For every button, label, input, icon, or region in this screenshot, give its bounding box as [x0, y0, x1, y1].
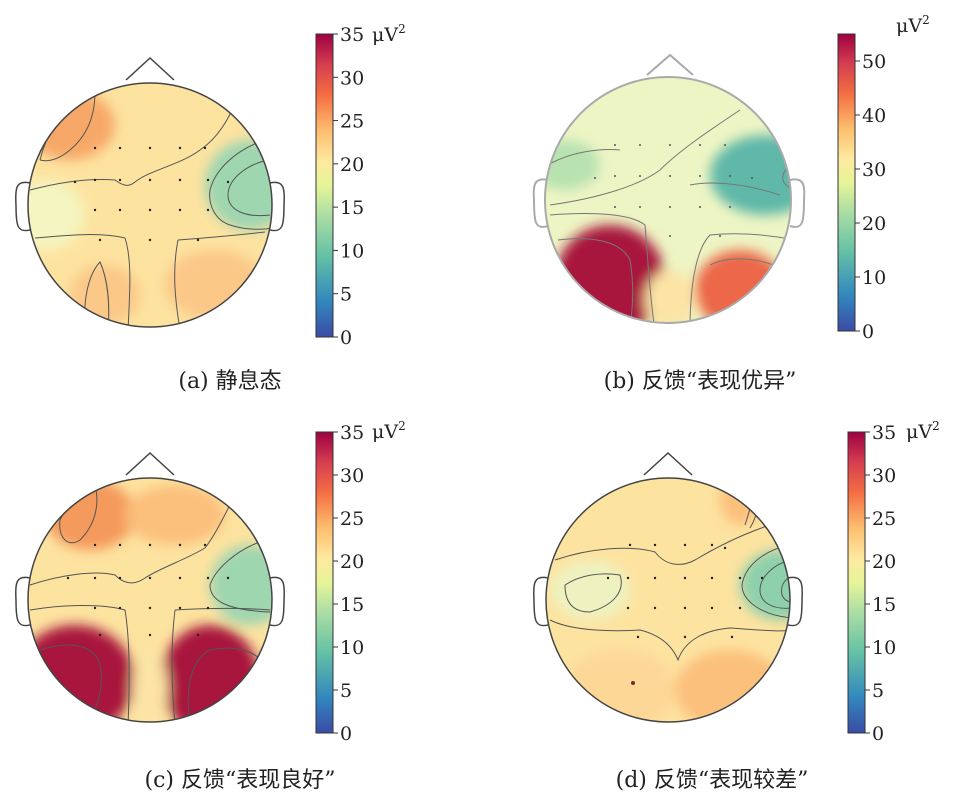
colorbar-gradient	[315, 431, 334, 734]
colorbar-tick-label: 30	[340, 465, 364, 487]
electrodes-c	[66, 543, 230, 637]
colorbar-tick-label: 5	[340, 284, 352, 306]
colorbar-tick-label: 25	[872, 508, 896, 530]
topomap-b	[545, 77, 791, 323]
colorbar-tick-label: 20	[340, 551, 364, 573]
colorbar-gradient	[847, 431, 866, 734]
panel-d: 0 5 10 15 20 25 30 35 μV2 (d) 反馈“表现较差”	[532, 419, 940, 793]
colorbar-gradient	[315, 33, 334, 338]
electrodes-b	[594, 144, 753, 237]
colorbar-tick-label: 0	[340, 723, 352, 745]
topomap-d	[546, 478, 790, 722]
colorbar-tick-label: 0	[862, 321, 874, 343]
colorbar-d: 0 5 10 15 20 25 30 35 μV2	[847, 419, 940, 745]
topomap-a	[28, 83, 272, 327]
head-outline-b	[532, 53, 806, 228]
colorbar-tick-label: 40	[862, 105, 886, 127]
electrodes-a	[73, 146, 230, 242]
colorbar-tick-label: 25	[340, 111, 364, 133]
colorbar-tick-label: 35	[872, 422, 896, 444]
colorbar-tick-label: 50	[862, 51, 886, 73]
colorbar-unit: μV2	[372, 419, 406, 443]
colorbar-tick-label: 5	[872, 680, 884, 702]
caption-d: (d) 反馈“表现较差”	[616, 768, 809, 793]
colorbar-unit-exponent: 2	[398, 419, 406, 433]
colorbar-tick-label: 20	[340, 154, 364, 176]
colorbar-unit: μV2	[372, 22, 406, 46]
colorbar-tick-label: 10	[340, 637, 364, 659]
colorbar-tick-label: 0	[340, 327, 352, 349]
caption-a: (a) 静息态	[178, 369, 281, 394]
colorbar-unit: μV2	[906, 419, 940, 443]
colorbar-tick-label: 35	[340, 24, 364, 46]
colorbar-tick-label: 15	[872, 594, 896, 616]
colorbar-unit: μV2	[896, 13, 930, 37]
colorbar-unit-exponent: 2	[398, 22, 406, 36]
colorbar-c: 0 5 10 15 20 25 30 35 μV2	[315, 419, 406, 745]
topomap-c	[28, 478, 272, 722]
colorbar-tick-label: 30	[340, 67, 364, 89]
panel-c: 0 5 10 15 20 25 30 35 μV2 (c) 反馈“表现良好”	[14, 419, 406, 793]
head-outline-a	[14, 56, 286, 232]
colorbar-unit-exponent: 2	[932, 419, 940, 433]
colorbar-tick-label: 35	[340, 422, 364, 444]
colorbar-tick-label: 0	[872, 723, 884, 745]
caption-c: (c) 反馈“表现良好”	[145, 768, 336, 793]
colorbar-tick-label: 20	[862, 213, 886, 235]
colorbar-tick-label: 20	[872, 551, 896, 573]
colorbar-a: 0 5 10 15 20 25 30 35 μV2	[315, 22, 406, 349]
caption-b: (b) 反馈“表现优异”	[604, 369, 797, 394]
colorbar-tick-label: 10	[862, 267, 886, 289]
colorbar-tick-label: 5	[340, 680, 352, 702]
electrodes-d	[606, 543, 764, 685]
colorbar-tick-label: 15	[340, 594, 364, 616]
colorbar-unit-exponent: 2	[922, 13, 930, 27]
colorbar-tick-label: 30	[862, 159, 886, 181]
colorbar-tick-label: 25	[340, 508, 364, 530]
panel-a: 0 5 10 15 20 25 30 35 μV2 (a) 静息态	[14, 22, 406, 394]
colorbar-b: 0 10 20 30 40 50 μV2	[837, 13, 930, 343]
head-outline-d	[532, 451, 804, 627]
colorbar-tick-label: 30	[872, 465, 896, 487]
head-outline-c	[14, 451, 286, 627]
panel-b: 0 10 20 30 40 50 μV2 (b) 反馈“表现优异”	[532, 13, 930, 394]
colorbar-gradient	[837, 33, 856, 332]
colorbar-tick-label: 15	[340, 197, 364, 219]
colorbar-tick-label: 10	[872, 637, 896, 659]
colorbar-tick-label: 10	[340, 240, 364, 262]
